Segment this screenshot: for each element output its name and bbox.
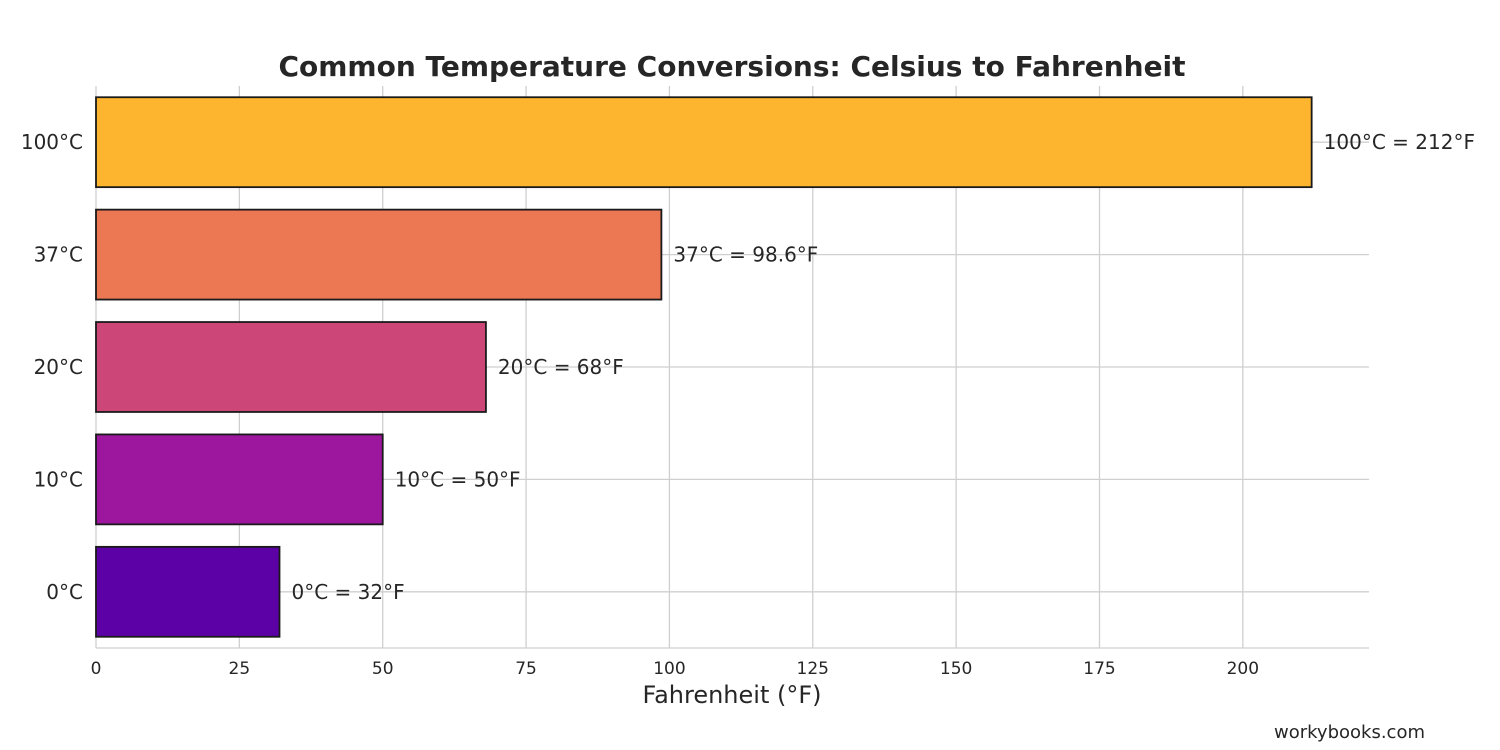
x-tick-label: 75 [515,659,537,679]
chart-title: Common Temperature Conversions: Celsius … [278,50,1185,83]
x-tick-label: 50 [372,659,394,679]
x-tick-labels: 0 25 50 75 100 125 150 175 200 [91,659,1259,679]
y-tick-label: 0°C [46,580,83,604]
x-tick-label: 0 [91,659,102,679]
y-tick-label: 100°C [21,130,83,154]
bar [95,321,487,413]
y-tick-labels: 0°C 10°C 20°C 37°C 100°C [21,130,83,604]
bar [95,433,384,526]
data-label: 20°C = 68°F [498,355,624,379]
x-tick-label: 100 [653,659,685,679]
x-tick-label: 200 [1227,659,1259,679]
watermark: workybooks.com [1274,722,1425,743]
y-tick-label: 10°C [34,467,83,491]
data-label: 10°C = 50°F [395,467,521,491]
y-tick-label: 20°C [34,355,83,379]
bar [95,545,281,638]
x-tick-label: 125 [797,659,829,679]
x-tick-label: 175 [1083,659,1115,679]
x-axis-label: Fahrenheit (°F) [642,681,821,709]
y-tick-label: 37°C [34,243,83,267]
bar [95,96,1313,189]
data-label: 37°C = 98.6°F [673,243,818,267]
data-labels: 0°C = 32°F 10°C = 50°F 20°C = 68°F 37°C = 9… [291,130,1474,604]
x-tick-label: 150 [940,659,972,679]
bar [95,208,663,301]
data-label: 0°C = 32°F [291,580,404,604]
data-label: 100°C = 212°F [1324,130,1475,154]
bars [95,96,1313,638]
x-tick-label: 25 [229,659,251,679]
